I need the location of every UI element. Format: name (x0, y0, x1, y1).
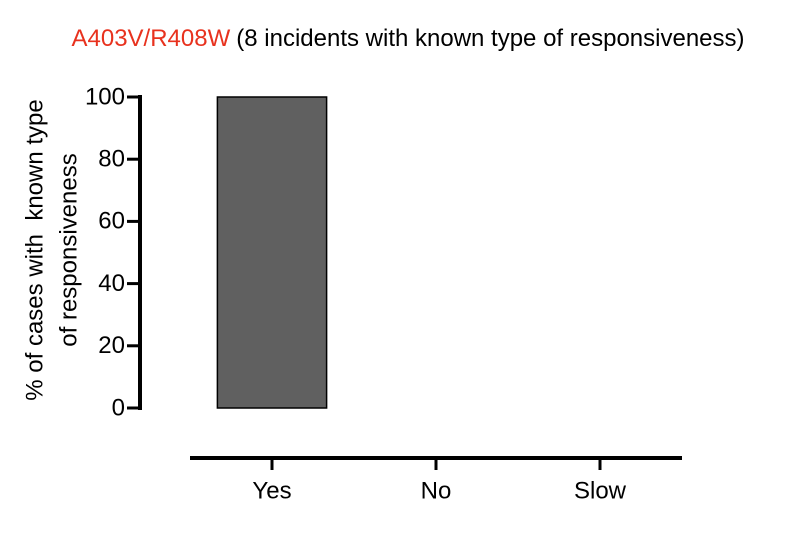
y-axis-label: % of cases with known type (21, 99, 48, 400)
y-tick-label: 100 (85, 83, 125, 110)
chart-title: A403V/R408W (71, 25, 230, 52)
y-tick-label: 80 (98, 146, 125, 173)
y-tick-label: 60 (98, 208, 125, 235)
y-tick-label: 20 (98, 332, 125, 359)
bar (216, 96, 328, 409)
y-tick-label: 40 (98, 270, 125, 297)
chart-subtitle: (8 incidents with known type of responsi… (236, 25, 744, 52)
x-tick-label: Slow (574, 477, 627, 504)
chart-title-group: A403V/R408W (8 incidents with known type … (71, 25, 744, 52)
x-tick-label: Yes (252, 477, 291, 504)
y-axis-label: of responsiveness (55, 153, 82, 346)
y-tick-label: 0 (112, 394, 125, 421)
x-tick-label: No (421, 477, 452, 504)
